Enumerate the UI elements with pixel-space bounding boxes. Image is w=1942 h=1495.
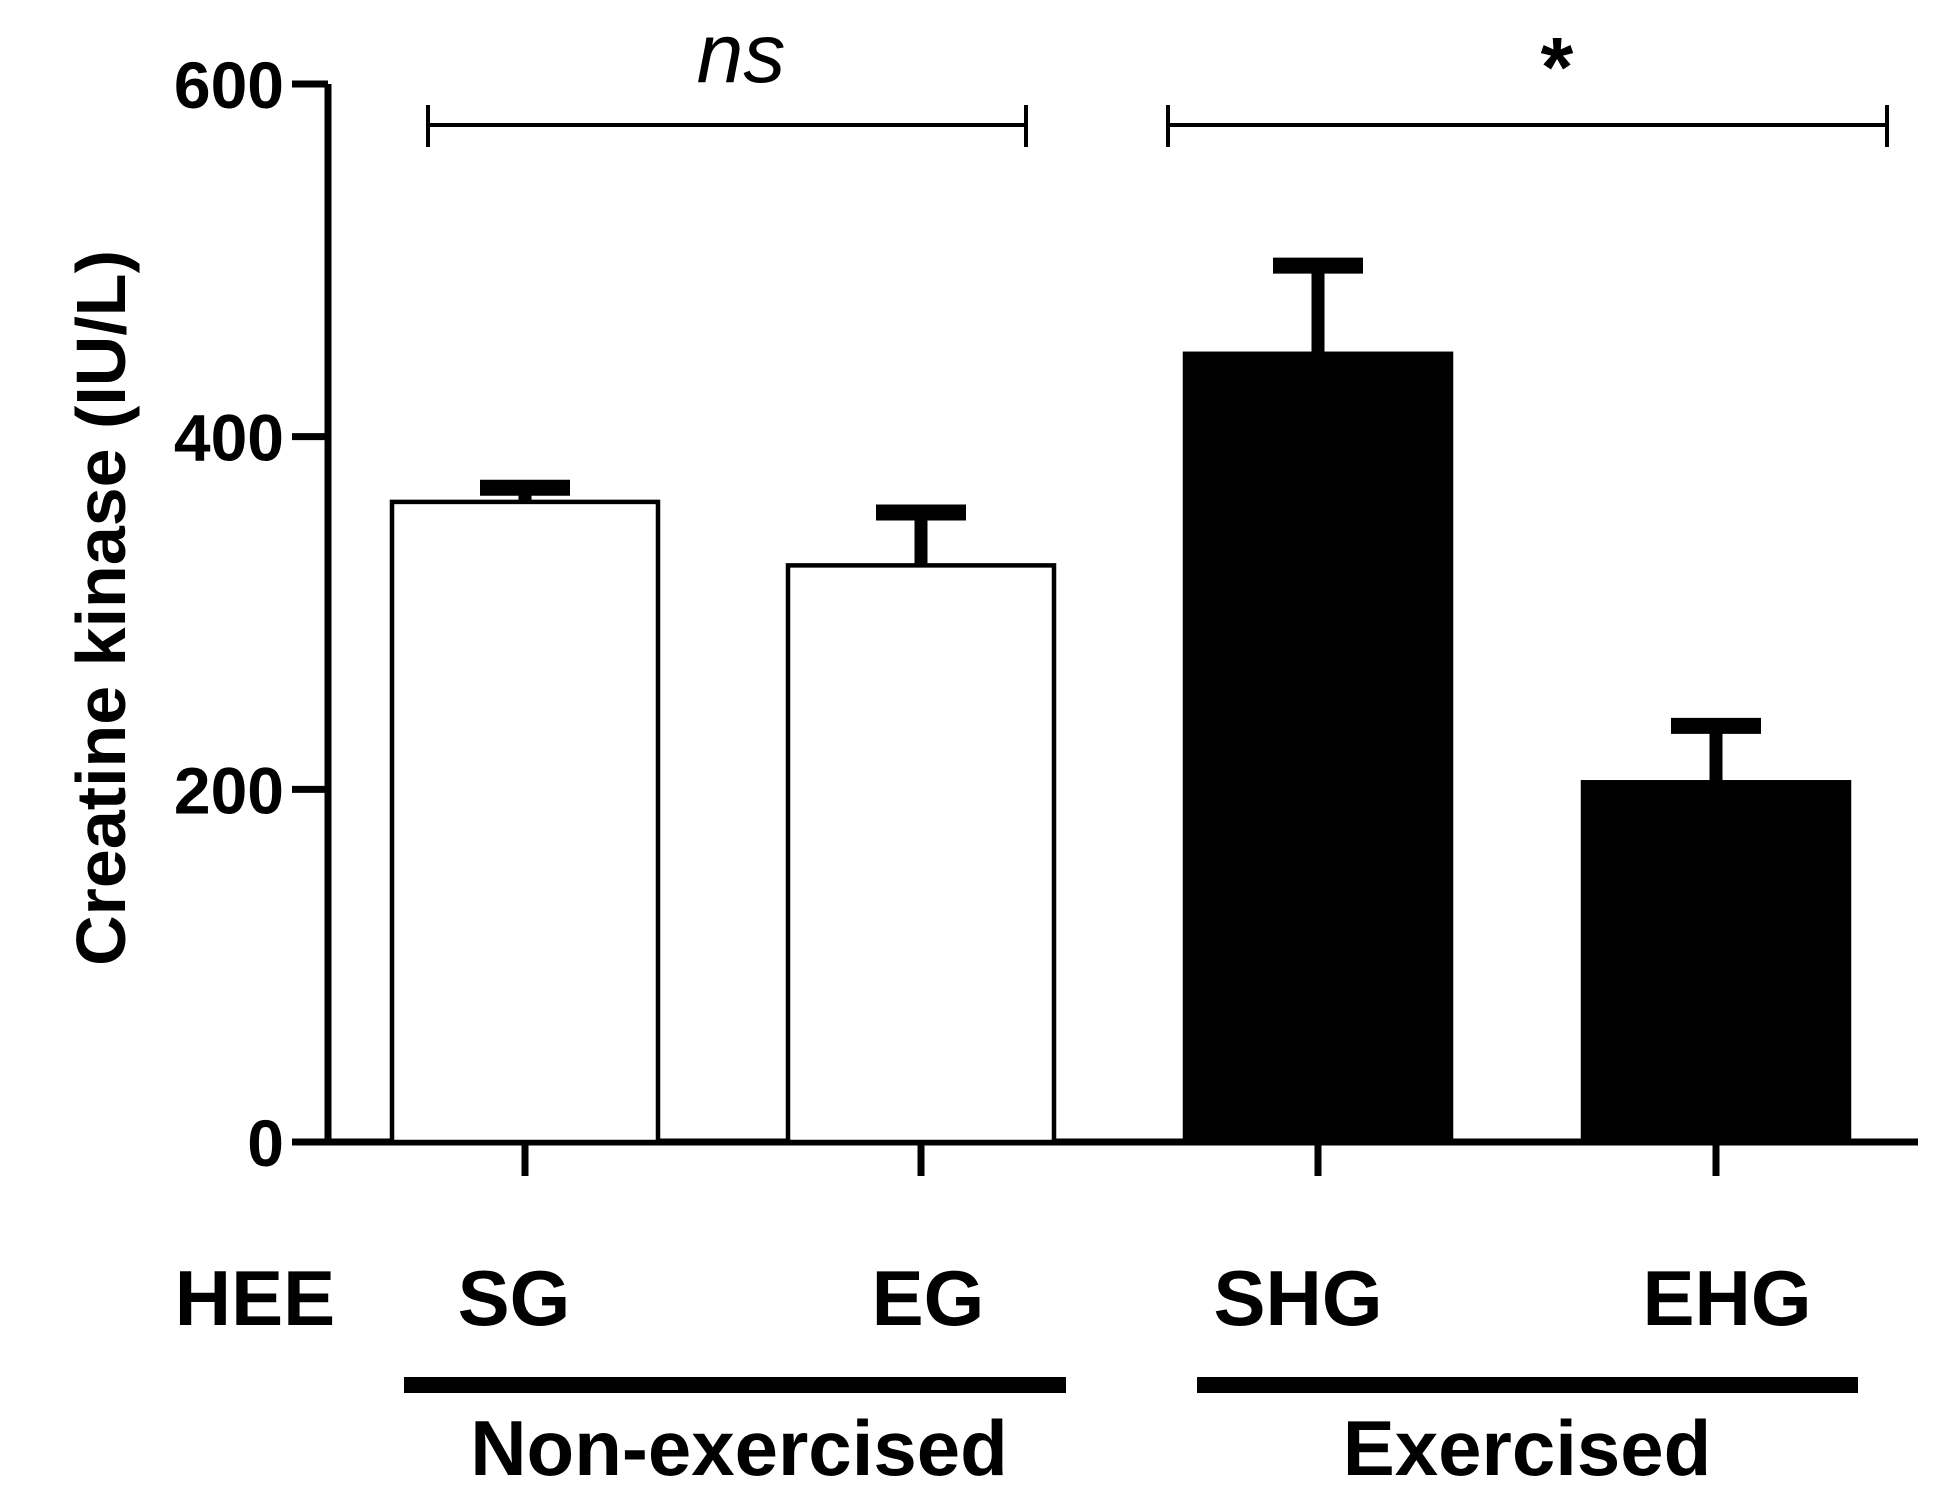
bar-ehg <box>1580 780 1852 1145</box>
y-tick-label-400: 400 <box>174 401 284 475</box>
significance-label-star: * <box>1541 20 1574 114</box>
bar-shg <box>1182 351 1454 1145</box>
labels: Creatine kinase (IU/L) HEE SG EG SHG EHG… <box>62 250 1858 1492</box>
y-tick-label-0: 0 <box>247 1106 284 1180</box>
category-label-eg: EG <box>872 1254 985 1342</box>
significance-brackets: ns * <box>426 6 1889 147</box>
y-tick-label-200: 200 <box>174 753 284 827</box>
bar-sg <box>389 499 661 1145</box>
row-label-hee: HEE <box>175 1254 335 1342</box>
significance-label-ns: ns <box>697 6 786 100</box>
category-label-shg: SHG <box>1213 1254 1382 1342</box>
group-label-non-exercised: Non-exercised <box>470 1404 1008 1492</box>
category-label-ehg: EHG <box>1642 1254 1811 1342</box>
error-bars <box>480 257 1761 783</box>
category-label-sg: SG <box>458 1254 571 1342</box>
group-label-exercised: Exercised <box>1343 1404 1712 1492</box>
y-tick-label-600: 600 <box>174 48 284 122</box>
bar-eg <box>785 563 1057 1145</box>
bars <box>389 351 1852 1145</box>
y-axis-label: Creatine kinase (IU/L) <box>62 250 140 966</box>
